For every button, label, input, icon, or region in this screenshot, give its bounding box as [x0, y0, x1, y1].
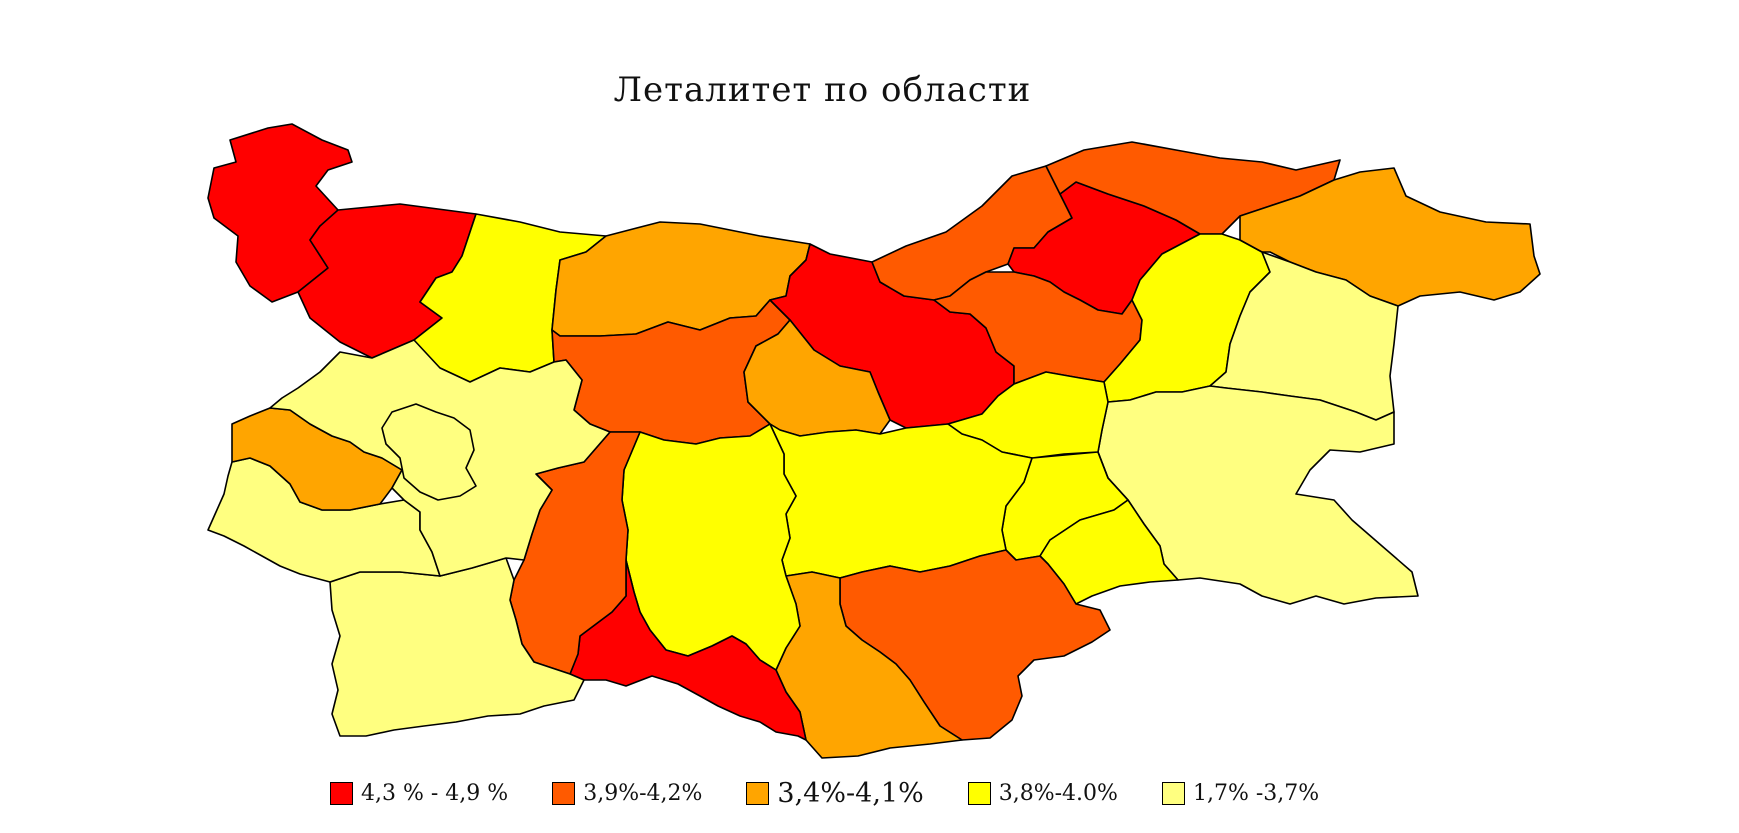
legend-label-range4: 3,8%-4.0%	[998, 781, 1118, 806]
region-yambol[interactable]	[1031, 451, 1179, 605]
legend-swatch-range5	[1161, 782, 1185, 805]
legend-item-range1: 4,3 % - 4,9 %	[330, 781, 508, 806]
legend-label-range5: 1,7% -3,7%	[1192, 781, 1320, 806]
legend-item-range3: 3,4%-4,1%	[746, 778, 924, 809]
legend-item-range2: 3,9%-4,2%	[552, 781, 702, 806]
region-sofia-city[interactable]	[381, 403, 477, 501]
legend-item-range5: 1,7% -3,7%	[1161, 781, 1320, 806]
region-pazardzhik[interactable]	[509, 431, 641, 675]
legend-swatch-range2	[552, 782, 576, 805]
legend-label-range2: 3,9%-4,2%	[583, 781, 703, 806]
map-title: Леталитет по области	[613, 70, 1032, 110]
legend-swatch-range3	[746, 782, 770, 805]
legend-item-range4: 3,8%-4.0%	[967, 781, 1118, 806]
legend-label-range1: 4,3 % - 4,9 %	[361, 781, 509, 806]
legend-swatch-range1	[330, 782, 353, 805]
map-legend: 4,3 % - 4,9 % 3,9%-4,2% 3,4%-4,1% 3,8%-4…	[330, 778, 1363, 809]
legend-swatch-range4	[967, 782, 991, 805]
legend-label-range3: 3,4%-4,1%	[777, 778, 924, 809]
